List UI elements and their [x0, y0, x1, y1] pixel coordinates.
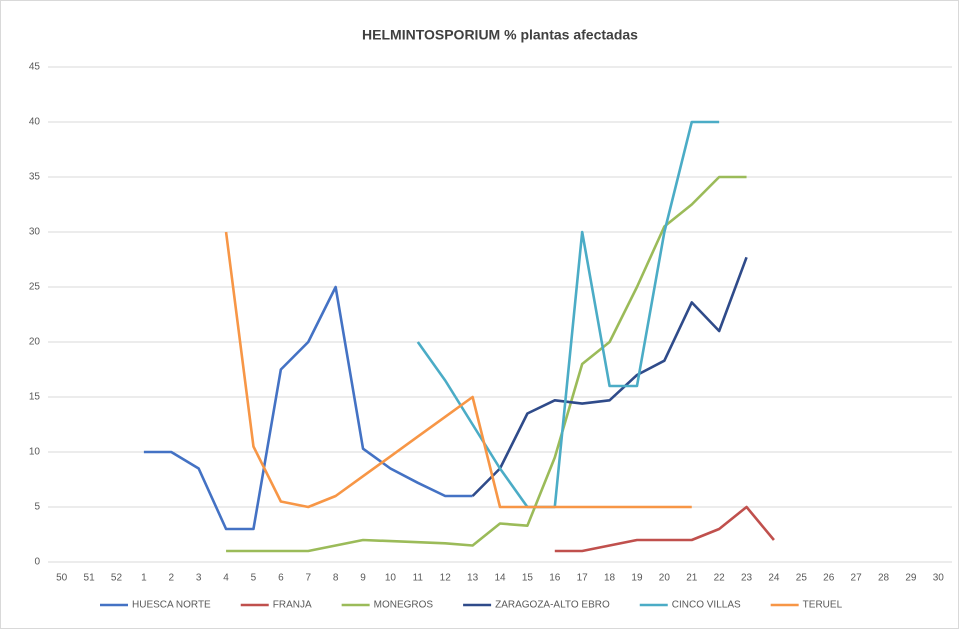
legend-label: ZARAGOZA-ALTO EBRO [495, 600, 610, 611]
series-line [554, 505, 775, 553]
y-tick-label: 10 [29, 447, 41, 458]
y-tick-label: 0 [34, 557, 40, 568]
x-tick-label: 24 [768, 573, 780, 584]
y-tick-label: 35 [29, 172, 41, 183]
x-tick-label: 6 [278, 573, 284, 584]
chart-title: HELMINTOSPORIUM % plantas afectadas [362, 27, 638, 43]
y-tick-label: 45 [29, 62, 41, 73]
x-tick-label: 2 [168, 573, 174, 584]
x-tick-label: 19 [631, 573, 643, 584]
y-tick-label: 30 [29, 227, 41, 238]
x-tick-label: 4 [223, 573, 229, 584]
x-tick-label: 8 [333, 573, 339, 584]
y-tick-label: 5 [34, 502, 40, 513]
x-tick-label: 27 [851, 573, 863, 584]
x-tick-label: 1 [141, 573, 147, 584]
series-line [224, 231, 692, 509]
x-tick-label: 51 [84, 573, 96, 584]
y-tick-label: 15 [29, 392, 41, 403]
legend-label: FRANJA [273, 600, 312, 611]
x-tick-label: 23 [741, 573, 753, 584]
legend-label: TERUEL [803, 600, 843, 611]
x-tick-label: 7 [305, 573, 311, 584]
legend-label: CINCO VILLAS [672, 600, 741, 611]
x-tick-label: 20 [659, 573, 671, 584]
x-tick-label: 11 [413, 573, 424, 584]
x-tick-label: 18 [604, 573, 616, 584]
series-line [226, 175, 747, 553]
x-tick-label: 14 [494, 573, 506, 584]
y-tick-label: 20 [29, 337, 41, 348]
x-tick-label: 16 [549, 573, 561, 584]
x-tick-label: 30 [933, 573, 945, 584]
x-tick-label: 22 [714, 573, 726, 584]
legend-label: HUESCA NORTE [132, 600, 211, 611]
series-line [143, 285, 473, 531]
x-tick-label: 21 [686, 573, 698, 584]
x-tick-label: 3 [196, 573, 202, 584]
x-tick-label: 52 [111, 573, 123, 584]
x-tick-label: 50 [56, 573, 68, 584]
x-tick-label: 13 [467, 573, 479, 584]
x-tick-label: 9 [360, 573, 366, 584]
x-tick-label: 10 [385, 573, 397, 584]
x-tick-label: 26 [823, 573, 835, 584]
legend-label: MONEGROS [374, 600, 434, 611]
y-tick-label: 40 [29, 117, 41, 128]
x-tick-label: 15 [522, 573, 534, 584]
x-tick-label: 17 [577, 573, 589, 584]
x-tick-label: 25 [796, 573, 808, 584]
x-tick-label: 5 [251, 573, 257, 584]
series-line [416, 120, 720, 509]
series-line [471, 256, 748, 497]
x-tick-label: 28 [878, 573, 890, 584]
y-tick-label: 25 [29, 282, 41, 293]
x-tick-label: 12 [440, 573, 452, 584]
x-tick-label: 29 [905, 573, 917, 584]
